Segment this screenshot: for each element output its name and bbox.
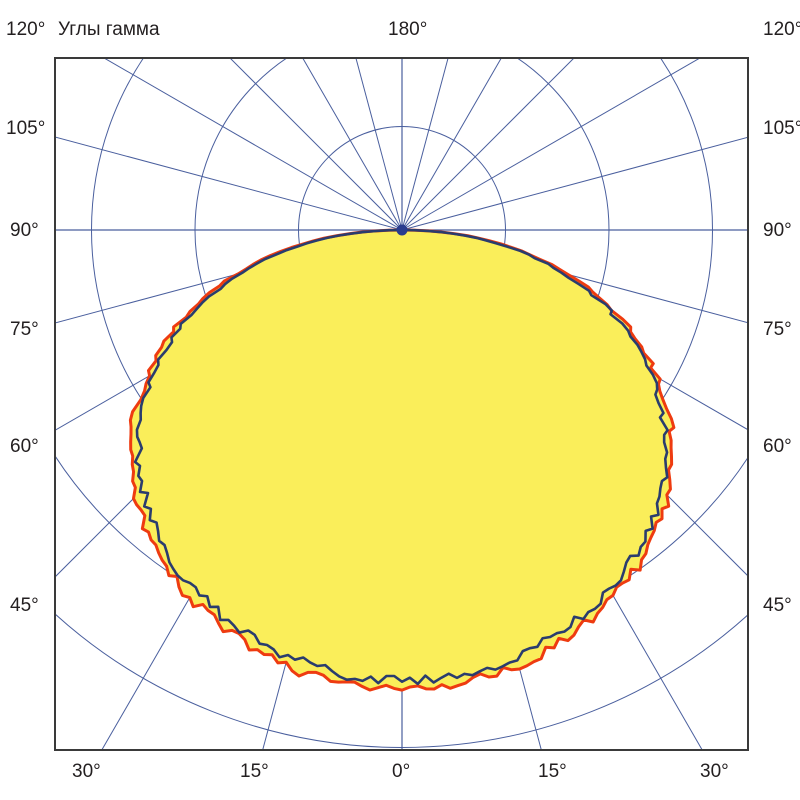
axis-label-left-45: 45°: [10, 595, 39, 616]
origin-marker: [396, 224, 408, 236]
grid-spoke-255: [55, 136, 403, 231]
axis-label-right-75: 75°: [763, 319, 792, 340]
axis-label-right-45: 45°: [763, 595, 792, 616]
axis-label-left-90: 90°: [10, 220, 39, 241]
distribution-curve-primary: [133, 228, 669, 686]
grid-spoke-105: [401, 136, 748, 231]
grid-spoke-150: [401, 58, 502, 231]
distribution-fill: [130, 230, 674, 691]
axis-label-left-60: 60°: [10, 436, 39, 457]
axis-label-bottom-0: 0°: [392, 761, 411, 782]
grid-spoke-75: [401, 229, 748, 324]
axis-label-right-60: 60°: [763, 436, 792, 457]
page-title: Углы гамма: [58, 19, 160, 40]
grid-spoke-240: [103, 58, 403, 231]
axis-label-bottom-15-right: 15°: [538, 761, 567, 782]
axis-label-bottom-15-left: 15°: [240, 761, 269, 782]
grid-spoke-120: [401, 58, 701, 231]
axis-label-bottom-30-left: 30°: [72, 761, 101, 782]
axis-label-top-left: 120°: [6, 19, 46, 40]
axis-label-left-105: 105°: [6, 118, 46, 139]
axis-label-right-105: 105°: [763, 118, 800, 139]
axis-label-bottom-30-right: 30°: [700, 761, 729, 782]
axis-label-left-75: 75°: [10, 319, 39, 340]
grid-spoke-135: [401, 58, 575, 231]
axis-label-top-center: 180°: [388, 19, 428, 40]
grid-spoke-210: [302, 58, 403, 231]
axis-label-right-90: 90°: [763, 220, 792, 241]
grid-spoke-225: [229, 58, 403, 231]
grid-spoke-285: [55, 229, 403, 324]
distribution-curve-secondary: [128, 228, 676, 692]
axis-label-top-right: 120°: [763, 19, 800, 40]
plot-frame: [54, 57, 749, 751]
